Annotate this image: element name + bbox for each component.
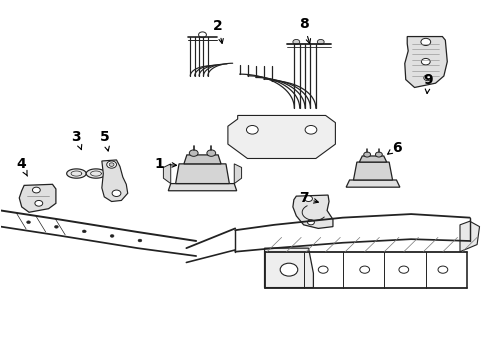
Polygon shape (346, 180, 400, 187)
Circle shape (399, 266, 409, 273)
Circle shape (280, 263, 298, 276)
Circle shape (364, 152, 370, 157)
Circle shape (308, 220, 315, 225)
Polygon shape (405, 37, 447, 87)
Circle shape (421, 39, 431, 45)
Circle shape (207, 150, 216, 156)
Polygon shape (184, 155, 221, 164)
Text: 8: 8 (299, 17, 311, 44)
Text: 1: 1 (155, 157, 176, 171)
Circle shape (35, 201, 43, 206)
Circle shape (112, 190, 121, 197)
Circle shape (421, 58, 430, 65)
Circle shape (375, 152, 382, 157)
Circle shape (305, 126, 317, 134)
Circle shape (293, 40, 300, 44)
Circle shape (138, 239, 142, 242)
Circle shape (318, 40, 324, 44)
Circle shape (109, 163, 114, 166)
Text: 9: 9 (423, 73, 433, 94)
Polygon shape (460, 221, 480, 252)
Polygon shape (359, 156, 387, 162)
Polygon shape (102, 160, 128, 202)
Circle shape (189, 150, 198, 156)
Circle shape (110, 234, 114, 237)
Circle shape (32, 187, 40, 193)
Polygon shape (175, 164, 229, 184)
Polygon shape (163, 164, 171, 184)
Polygon shape (168, 184, 237, 191)
Circle shape (107, 161, 117, 168)
Circle shape (438, 266, 448, 273)
Circle shape (279, 266, 289, 273)
Circle shape (360, 266, 369, 273)
Text: 4: 4 (16, 157, 27, 176)
Circle shape (305, 196, 313, 202)
Circle shape (246, 126, 258, 134)
Polygon shape (228, 116, 335, 158)
Circle shape (318, 266, 328, 273)
Text: 6: 6 (388, 141, 401, 155)
Circle shape (82, 230, 86, 233)
Polygon shape (19, 184, 56, 212)
Polygon shape (86, 169, 106, 178)
Polygon shape (293, 195, 333, 228)
Text: 2: 2 (213, 19, 223, 44)
Circle shape (424, 75, 432, 81)
Text: 3: 3 (72, 130, 82, 150)
Circle shape (198, 32, 206, 38)
Text: 5: 5 (100, 130, 110, 151)
Polygon shape (67, 169, 86, 178)
Polygon shape (353, 162, 392, 180)
Polygon shape (265, 248, 314, 288)
Polygon shape (234, 164, 242, 184)
Circle shape (54, 225, 58, 228)
Circle shape (26, 221, 30, 224)
Text: 7: 7 (299, 191, 318, 205)
